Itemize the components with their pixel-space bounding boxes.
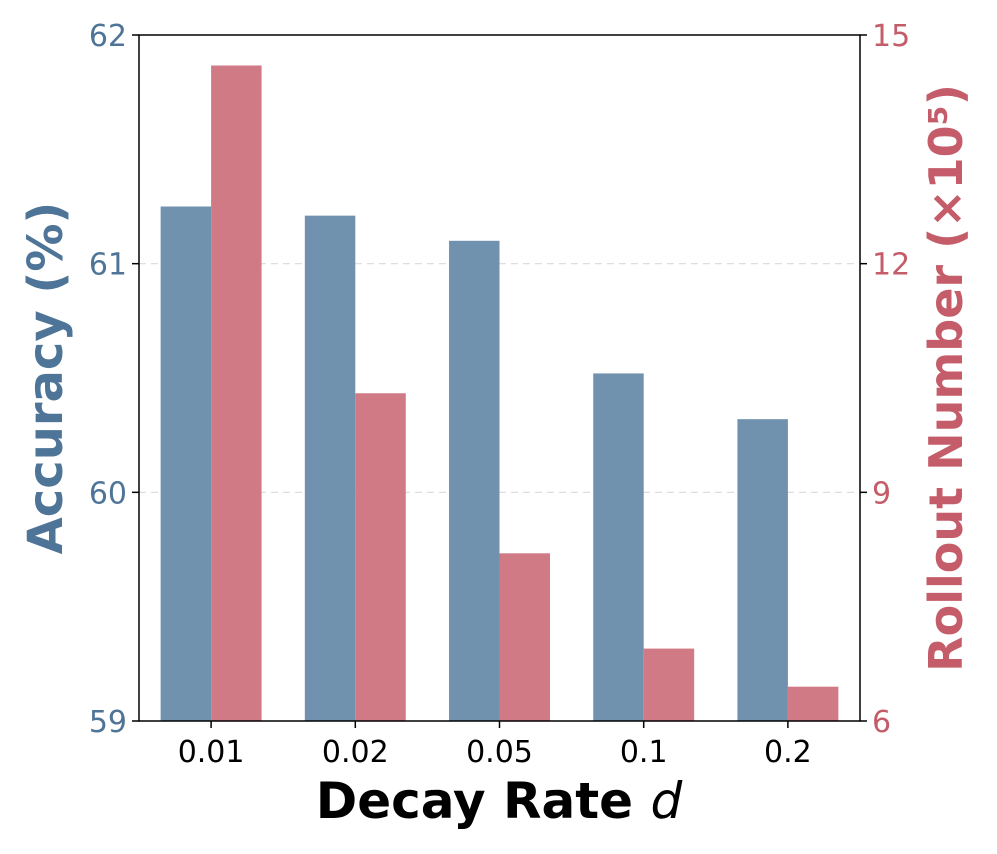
bars bbox=[160, 65, 839, 722]
x-tick-label: 0.01 bbox=[178, 735, 245, 770]
accuracy-bar bbox=[304, 215, 356, 721]
accuracy-bar bbox=[737, 419, 788, 721]
rollout-bar bbox=[787, 686, 839, 721]
rollout-bar bbox=[643, 648, 695, 721]
y-left-tick-label: 59 bbox=[89, 705, 127, 740]
y-right-tick-label: 15 bbox=[872, 19, 910, 54]
x-tick-label: 0.02 bbox=[322, 735, 389, 770]
y-left-tick-label: 62 bbox=[89, 19, 127, 54]
x-tick-label: 0.05 bbox=[466, 735, 533, 770]
accuracy-bar bbox=[449, 240, 500, 722]
y-right-tick-label: 12 bbox=[872, 248, 910, 283]
x-axis-title: Decay Rate d bbox=[316, 772, 683, 830]
y-axis-left-title: Accuracy (%) bbox=[18, 202, 74, 555]
accuracy-bar bbox=[160, 206, 212, 721]
rollout-bar bbox=[211, 65, 262, 721]
y-axis-right-title: Rollout Number (×10⁵) bbox=[919, 84, 973, 672]
y-right-tick-label: 9 bbox=[872, 476, 891, 511]
y-left-tick-label: 61 bbox=[89, 248, 127, 283]
x-tick-label: 0.1 bbox=[620, 735, 668, 770]
accuracy-bar bbox=[593, 373, 644, 721]
rollout-bar bbox=[499, 553, 550, 721]
x-axis-title-text: Decay Rate bbox=[316, 772, 633, 830]
x-tick-label: 0.2 bbox=[764, 735, 812, 770]
y-left-tick-label: 60 bbox=[89, 476, 127, 511]
axes: 0.01 0.02 0.05 0.1 0.2 59 60 61 62 6 9 12 15 bbox=[89, 19, 910, 770]
y-right-tick-label: 6 bbox=[872, 705, 891, 740]
rollout-bar bbox=[355, 393, 406, 721]
x-axis-variable: d bbox=[650, 772, 682, 830]
